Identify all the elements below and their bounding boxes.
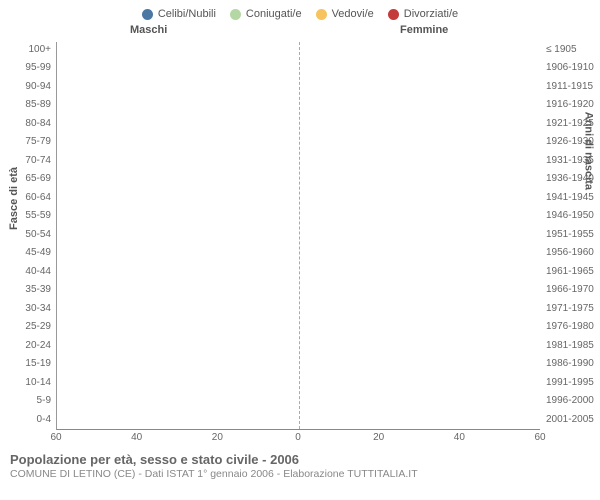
age-row: 5-91996-2000 <box>57 393 540 411</box>
legend-label: Celibi/Nubili <box>158 8 216 20</box>
age-label: 100+ <box>5 42 57 58</box>
birth-label: 2001-2005 <box>540 412 598 428</box>
age-label: 90-94 <box>5 79 57 95</box>
legend-item: Divorziati/e <box>388 8 458 20</box>
x-tick: 60 <box>50 432 61 443</box>
age-label: 15-19 <box>5 356 57 372</box>
age-label: 20-24 <box>5 338 57 354</box>
age-row: 25-291976-1980 <box>57 319 540 337</box>
age-row: 75-791926-1930 <box>57 134 540 152</box>
birth-label: 1906-1910 <box>540 60 598 76</box>
age-row: 20-241981-1985 <box>57 338 540 356</box>
age-row: 50-541951-1955 <box>57 227 540 245</box>
age-row: 35-391966-1970 <box>57 282 540 300</box>
birth-label: 1926-1930 <box>540 134 598 150</box>
birth-label: 1966-1970 <box>540 282 598 298</box>
age-label: 10-14 <box>5 375 57 391</box>
age-row: 10-141991-1995 <box>57 375 540 393</box>
age-row: 55-591946-1950 <box>57 208 540 226</box>
chart-footer: Popolazione per età, sesso e stato civil… <box>0 446 600 480</box>
age-label: 80-84 <box>5 116 57 132</box>
chart-title: Popolazione per età, sesso e stato civil… <box>10 452 590 467</box>
chart-subtitle: COMUNE DI LETINO (CE) - Dati ISTAT 1° ge… <box>10 468 590 480</box>
x-tick: 60 <box>534 432 545 443</box>
age-row: 45-491956-1960 <box>57 245 540 263</box>
legend-item: Celibi/Nubili <box>142 8 216 20</box>
age-label: 25-29 <box>5 319 57 335</box>
x-axis: 6040200204060 <box>56 432 540 446</box>
age-label: 45-49 <box>5 245 57 261</box>
age-label: 55-59 <box>5 208 57 224</box>
birth-label: 1976-1980 <box>540 319 598 335</box>
birth-label: 1991-1995 <box>540 375 598 391</box>
age-label: 60-64 <box>5 190 57 206</box>
birth-label: 1981-1985 <box>540 338 598 354</box>
age-row: 85-891916-1920 <box>57 97 540 115</box>
legend-label: Coniugati/e <box>246 8 302 20</box>
age-row: 80-841921-1925 <box>57 116 540 134</box>
age-row: 0-42001-2005 <box>57 412 540 430</box>
birth-label: 1961-1965 <box>540 264 598 280</box>
birth-label: 1916-1920 <box>540 97 598 113</box>
age-label: 0-4 <box>5 412 57 428</box>
age-label: 85-89 <box>5 97 57 113</box>
birth-label: 1996-2000 <box>540 393 598 409</box>
birth-label: 1986-1990 <box>540 356 598 372</box>
legend: Celibi/Nubili Coniugati/e Vedovi/e Divorzia… <box>0 0 600 24</box>
x-tick: 20 <box>373 432 384 443</box>
birth-label: 1956-1960 <box>540 245 598 261</box>
age-label: 65-69 <box>5 171 57 187</box>
age-row: 65-691936-1940 <box>57 171 540 189</box>
birth-label: 1911-1915 <box>540 79 598 95</box>
legend-swatch <box>316 9 327 20</box>
birth-label: 1931-1935 <box>540 153 598 169</box>
legend-label: Divorziati/e <box>404 8 458 20</box>
legend-swatch <box>388 9 399 20</box>
age-label: 5-9 <box>5 393 57 409</box>
pyramid-chart: Celibi/Nubili Coniugati/e Vedovi/e Divorzia… <box>0 0 600 500</box>
legend-item: Vedovi/e <box>316 8 374 20</box>
legend-swatch <box>230 9 241 20</box>
age-row: 60-641941-1945 <box>57 190 540 208</box>
column-headers: Maschi Femmine <box>0 24 600 42</box>
age-label: 30-34 <box>5 301 57 317</box>
age-row: 100+≤ 1905 <box>57 42 540 60</box>
plot-area: 100+≤ 190595-991906-191090-941911-191585… <box>56 42 540 430</box>
age-row: 15-191986-1990 <box>57 356 540 374</box>
age-row: 95-991906-1910 <box>57 60 540 78</box>
age-row: 90-941911-1915 <box>57 79 540 97</box>
age-label: 50-54 <box>5 227 57 243</box>
age-label: 70-74 <box>5 153 57 169</box>
birth-label: 1921-1925 <box>540 116 598 132</box>
birth-label: 1946-1950 <box>540 208 598 224</box>
age-label: 40-44 <box>5 264 57 280</box>
legend-item: Coniugati/e <box>230 8 302 20</box>
legend-swatch <box>142 9 153 20</box>
birth-label: 1971-1975 <box>540 301 598 317</box>
age-row: 40-441961-1965 <box>57 264 540 282</box>
age-label: 35-39 <box>5 282 57 298</box>
header-males: Maschi <box>130 24 167 36</box>
x-tick: 40 <box>131 432 142 443</box>
birth-label: 1936-1940 <box>540 171 598 187</box>
legend-label: Vedovi/e <box>332 8 374 20</box>
age-label: 95-99 <box>5 60 57 76</box>
x-tick: 20 <box>212 432 223 443</box>
age-row: 30-341971-1975 <box>57 301 540 319</box>
birth-label: 1951-1955 <box>540 227 598 243</box>
birth-label: ≤ 1905 <box>540 42 598 58</box>
header-females: Femmine <box>400 24 448 36</box>
x-tick: 40 <box>454 432 465 443</box>
birth-label: 1941-1945 <box>540 190 598 206</box>
age-row: 70-741931-1935 <box>57 153 540 171</box>
x-tick: 0 <box>295 432 301 443</box>
age-label: 75-79 <box>5 134 57 150</box>
